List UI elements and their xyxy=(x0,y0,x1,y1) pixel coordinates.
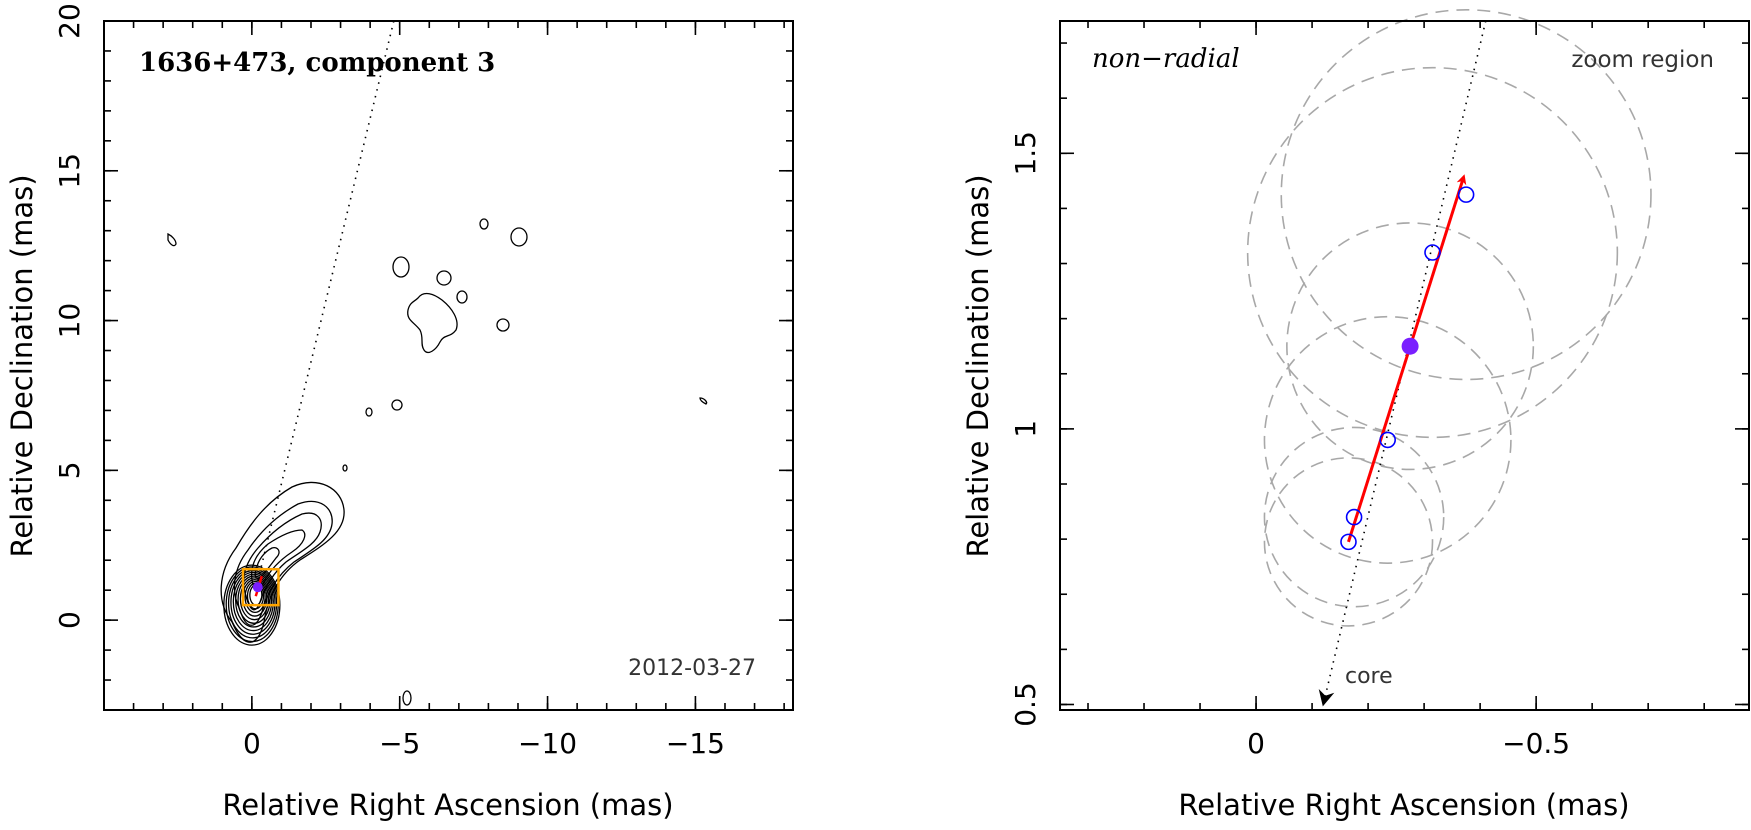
component-position-point xyxy=(1345,508,1363,526)
current-component-point xyxy=(1401,337,1419,355)
zoom-region-label: zoom region xyxy=(1571,47,1714,73)
right-y-tick-label: 0.5 xyxy=(1009,682,1042,727)
component-position-point xyxy=(1340,533,1357,551)
observation-date: 2012-03-27 xyxy=(628,656,756,681)
jet-contour xyxy=(250,529,306,590)
contour-map xyxy=(167,218,708,706)
left-y-tick-label: 15 xyxy=(53,153,86,189)
noise-contour xyxy=(496,318,510,332)
jet-contour xyxy=(220,481,345,643)
right-y-tick-label: 1 xyxy=(1009,420,1042,438)
component-size-circle xyxy=(1286,222,1535,471)
component-positions xyxy=(1340,186,1475,551)
component-point xyxy=(252,582,263,593)
right-y-axis-label: Relative Declination (mas) xyxy=(961,174,995,557)
jet-contour xyxy=(233,500,333,626)
left-y-tick-label: 0 xyxy=(53,611,86,629)
left-x-axis-label: Relative Right Ascension (mas) xyxy=(222,788,673,822)
component-size-circle xyxy=(1263,457,1434,627)
right-x-axis-label: Relative Right Ascension (mas) xyxy=(1178,788,1629,822)
noise-contour xyxy=(699,397,708,405)
motion-vector xyxy=(1347,174,1467,543)
component-size-circle xyxy=(1246,66,1619,439)
noise-contour xyxy=(167,232,177,247)
left-x-tick-label: −10 xyxy=(518,727,577,760)
noise-contour xyxy=(402,690,412,706)
noise-contour xyxy=(510,227,528,247)
component-marker xyxy=(252,575,263,597)
component-position-point xyxy=(1379,431,1396,449)
diffuse-emission-contour xyxy=(407,292,458,354)
noise-contour xyxy=(391,399,403,411)
left-plot-frame xyxy=(103,20,794,711)
left-y-tick-label: 5 xyxy=(53,461,86,479)
noise-contour xyxy=(342,464,348,472)
core-contour xyxy=(230,569,276,635)
right-panel: 0 −0.5 0.5 1 1.5 non−radial zoom region core… xyxy=(961,8,1750,822)
noise-contour xyxy=(456,290,468,304)
left-x-tick-label: −15 xyxy=(666,727,725,760)
right-title: non−radial xyxy=(1092,44,1240,74)
left-x-tick-label: −5 xyxy=(379,727,420,760)
component-size-circle xyxy=(1263,315,1512,564)
noise-contour xyxy=(392,256,410,278)
right-axis-ticks: 0 −0.5 0.5 1 1.5 xyxy=(1009,21,1749,760)
right-plot-frame xyxy=(1059,20,1750,711)
noise-contour xyxy=(436,270,452,286)
left-y-tick-label: 10 xyxy=(53,303,86,339)
core-contour xyxy=(244,580,266,614)
left-y-tick-label: 20 xyxy=(53,3,86,39)
right-x-tick-label: −0.5 xyxy=(1502,727,1570,760)
core-contour xyxy=(239,577,270,621)
component-position-point xyxy=(1424,244,1441,261)
component-size-circle xyxy=(1263,426,1445,608)
left-axis-ticks: 0 −5 −10 −15 0 5 10 15 20 xyxy=(53,3,793,760)
core-label: core xyxy=(1345,664,1393,689)
ridge-line xyxy=(255,20,395,588)
noise-contour xyxy=(365,407,373,417)
component-size-circle xyxy=(1280,8,1652,381)
right-y-tick-label: 1.5 xyxy=(1009,131,1042,176)
left-title: 1636+473, component 3 xyxy=(139,48,495,78)
left-x-tick-label: 0 xyxy=(243,727,261,760)
component-size-circles xyxy=(1246,8,1652,627)
jet-contour xyxy=(254,546,280,580)
core-contour xyxy=(232,571,274,632)
component-position-point xyxy=(1457,186,1475,203)
zoom-box xyxy=(241,567,280,607)
right-x-tick-label: 0 xyxy=(1247,727,1265,760)
left-y-axis-label: Relative Declination (mas) xyxy=(5,174,39,557)
jet-contour xyxy=(243,512,322,611)
noise-contour xyxy=(479,218,489,230)
